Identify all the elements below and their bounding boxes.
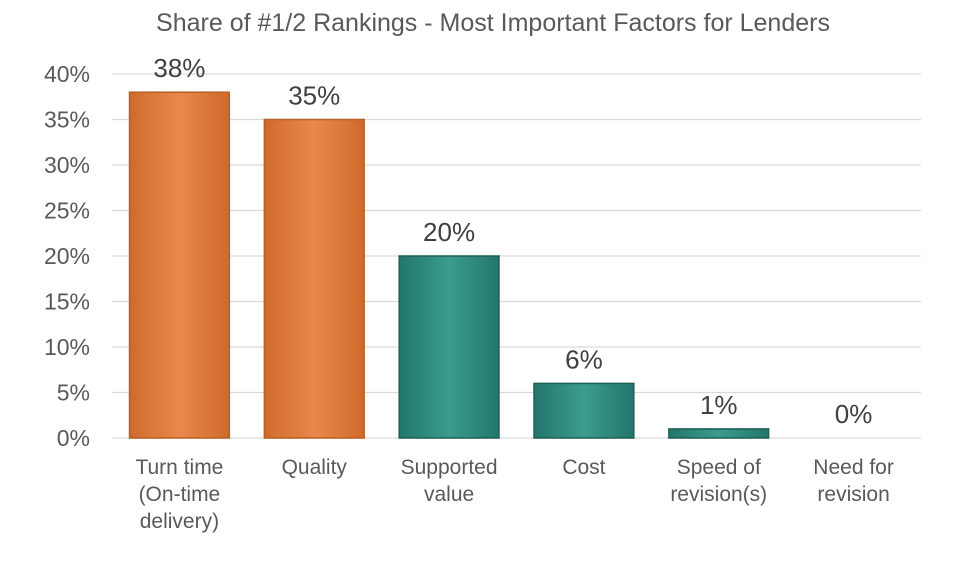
x-tick-label-line: Supported [401,456,498,479]
x-tick-label: Turn time (On-time delivery) [135,456,223,533]
x-tick-label-line: revision [817,483,889,506]
bar [263,118,365,439]
x-tick-label: Supported value [401,456,498,506]
y-tick-label: 35% [44,107,90,133]
x-tick-label-line: Speed of [677,456,761,479]
x-tick-label-line: delivery) [140,510,219,533]
x-tick-label-line: Cost [562,456,605,479]
x-tick-label-line: Need for [813,456,894,479]
chart-title: Share of #1/2 Rankings - Most Important … [156,9,830,37]
y-tick-label: 0% [57,425,90,451]
y-tick-label: 25% [44,198,90,224]
x-tick-label-line: Quality [282,456,348,479]
x-tick-label-line: value [424,483,474,506]
data-label: 38% [153,53,205,83]
y-tick-label: 30% [44,152,90,178]
x-tick-label: Need for revision [813,456,894,506]
y-tick-label: 20% [44,243,90,269]
data-label: 6% [565,344,603,374]
y-tick-label: 10% [44,334,90,360]
bar [398,255,500,439]
data-label: 1% [700,390,738,420]
bar [533,382,635,439]
data-label: 35% [288,81,340,111]
x-tick-label-line: Turn time [135,456,223,479]
x-tick-label-line: (On-time [139,483,221,506]
x-tick-label-line: revision(s) [670,483,767,506]
x-tick-label: Speed of revision(s) [670,456,767,506]
x-tick-label: Quality [282,456,348,479]
data-label: 0% [835,399,873,429]
y-tick-label: 5% [57,380,90,406]
y-tick-label: 15% [44,289,90,315]
y-tick-label: 40% [44,61,90,87]
bar [128,91,231,439]
data-label: 20% [423,217,475,247]
x-tick-label: Cost [562,456,605,479]
bar [668,428,770,439]
